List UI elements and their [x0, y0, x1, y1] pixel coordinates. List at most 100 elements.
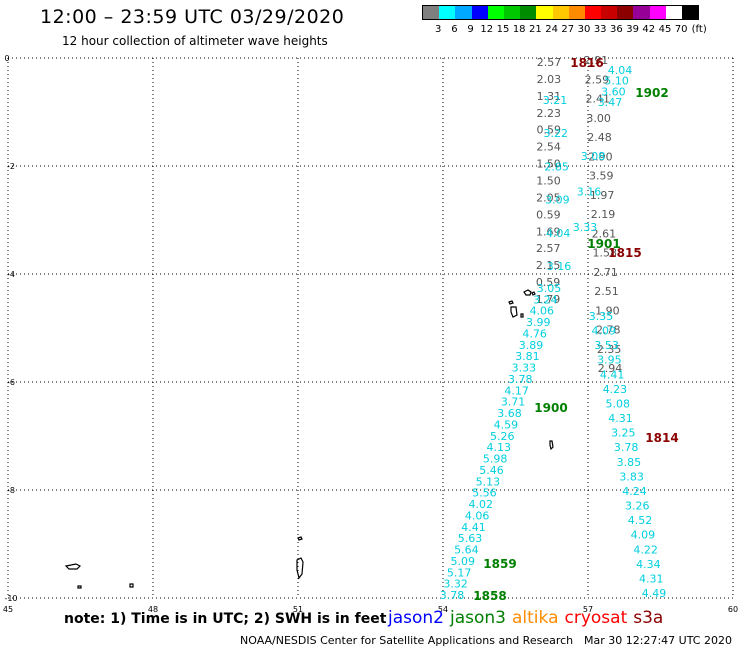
legend-swatches [422, 5, 700, 20]
lat-label: -6 [7, 378, 15, 387]
lat-label: -10 [4, 594, 17, 603]
legend-swatch-11 [601, 6, 618, 19]
legend-label: 15 [496, 24, 510, 35]
swh-value-cyan: 3.89 [519, 339, 544, 352]
swh-value-cyan: 4.34 [636, 558, 661, 571]
legend-label: 21 [529, 24, 542, 35]
legend-swatch-14 [649, 6, 666, 19]
swh-value-cyan: 4.04 [608, 64, 633, 77]
swh-value-cyan: 4.04 [546, 227, 571, 240]
legend-swatch-3 [471, 6, 488, 19]
legend-label: 3 [435, 24, 442, 35]
legend-label: 24 [545, 24, 558, 35]
swh-value-cyan: 3.85 [617, 456, 642, 469]
swh-value-gray: 1.58 [593, 247, 618, 260]
swh-value-cyan: 3.32 [443, 578, 468, 591]
legend-swatch-10 [584, 6, 602, 19]
swh-value-gray: 2.91 [584, 54, 609, 67]
swh-value-gray: 0.59 [536, 276, 561, 289]
swh-value-cyan: 4.52 [628, 514, 653, 527]
swh-value-cyan: 3.22 [544, 127, 569, 140]
swh-value-gray: 1.90 [595, 304, 620, 317]
island-outline [297, 536, 303, 541]
swh-value-cyan: 4.06 [465, 509, 490, 522]
swh-value-cyan: 3.78 [614, 441, 639, 454]
swh-value-gray: 2.19 [591, 208, 616, 221]
swh-value-cyan: 3.08 [581, 150, 606, 163]
swh-value-cyan: 4.41 [600, 368, 625, 381]
swh-value-cyan: 3.24 [533, 293, 558, 306]
swh-value-cyan: 3.78 [508, 373, 533, 386]
swh-value-cyan: 4.24 [622, 485, 647, 498]
swh-value-cyan: 5.98 [483, 453, 508, 466]
legend-label: 33 [593, 24, 607, 35]
swh-value-gray: 2.03 [537, 73, 562, 86]
lat-label: -2 [7, 162, 15, 171]
swh-value-cyan: 4.17 [504, 384, 529, 397]
legend-label: 42 [642, 24, 656, 35]
swh-value-gray: 2.41 [586, 93, 611, 106]
island-outline [508, 300, 514, 305]
satellite-jason2: jason2 [388, 608, 444, 628]
legend-swatch-0 [423, 6, 440, 19]
swh-value-gray: 2.94 [598, 362, 623, 375]
swh-value-cyan: 4.09 [592, 325, 617, 338]
lon-label: 57 [583, 605, 593, 614]
island-outline [296, 557, 304, 580]
page-subtitle: 12 hour collection of altimeter wave hei… [62, 34, 328, 48]
swh-value-cyan: 3.16 [577, 186, 602, 199]
swh-value-cyan: 3.33 [573, 221, 598, 234]
legend-label: 39 [626, 24, 639, 35]
swh-value-cyan: 4.41 [461, 521, 486, 534]
legend-label: 45 [658, 24, 672, 35]
swh-value-gray: 2.78 [596, 324, 621, 337]
swh-value-gray: 1.31 [537, 90, 562, 103]
island-outline [520, 313, 524, 318]
swh-value-cyan: 3.25 [611, 427, 636, 440]
swh-value-gray: 3.00 [586, 112, 611, 125]
legend-swatch-12 [617, 6, 634, 19]
pass-time-label: 1815 [608, 246, 641, 260]
swh-value-cyan: 4.22 [633, 543, 658, 556]
legend-label: 18 [512, 24, 526, 35]
swh-value-cyan: 5.56 [472, 487, 497, 500]
lon-label: 51 [293, 605, 303, 614]
swh-value-cyan: 3.21 [543, 94, 568, 107]
lon-label: 45 [3, 605, 13, 614]
swh-value-gray: 1.50 [536, 158, 561, 171]
legend-label: 27 [561, 24, 575, 35]
swh-value-cyan: 4.31 [608, 412, 633, 425]
legend-swatch-7 [536, 6, 553, 19]
swh-value-gray: 2.57 [536, 242, 561, 255]
swh-value-gray: 1.69 [536, 225, 561, 238]
swh-value-cyan: 3.05 [537, 282, 562, 295]
satellite-cryosat: cryosat [564, 608, 628, 628]
legend-swatch-13 [633, 6, 650, 19]
legend-swatch-16 [682, 6, 699, 19]
swh-value-cyan: 3.35 [589, 310, 614, 323]
swh-value-cyan: 4.06 [530, 305, 555, 318]
island-outline [510, 306, 518, 318]
swh-value-cyan: 2.85 [544, 160, 569, 173]
lat-label: 0 [4, 54, 9, 63]
swh-value-cyan: 3.26 [625, 500, 650, 513]
swh-value-cyan: 4.02 [468, 498, 493, 511]
swh-value-gray: 2.05 [536, 191, 561, 204]
satellite-key: jason2 jason3 altika cryosat s3a [388, 608, 669, 628]
legend-label: 36 [610, 24, 623, 35]
swh-value-gray: 2.90 [588, 150, 613, 163]
swh-value-cyan: 3.47 [598, 96, 623, 109]
swh-value-cyan: 5.09 [451, 555, 476, 568]
lon-label: 48 [148, 605, 158, 614]
lon-label: 60 [728, 605, 738, 614]
swh-value-gray: 3.59 [589, 170, 614, 183]
legend-swatch-4 [487, 6, 504, 19]
pass-time-label: 1814 [645, 431, 678, 445]
swh-value-gray: 2.57 [537, 56, 562, 69]
island-outline [531, 291, 536, 296]
swh-value-cyan: 3.16 [547, 260, 572, 273]
satellite-altika: altika [512, 608, 559, 628]
satellite-s3a: s3a [633, 608, 664, 628]
lat-label: -8 [7, 486, 15, 495]
swh-value-gray: 2.51 [594, 285, 619, 298]
